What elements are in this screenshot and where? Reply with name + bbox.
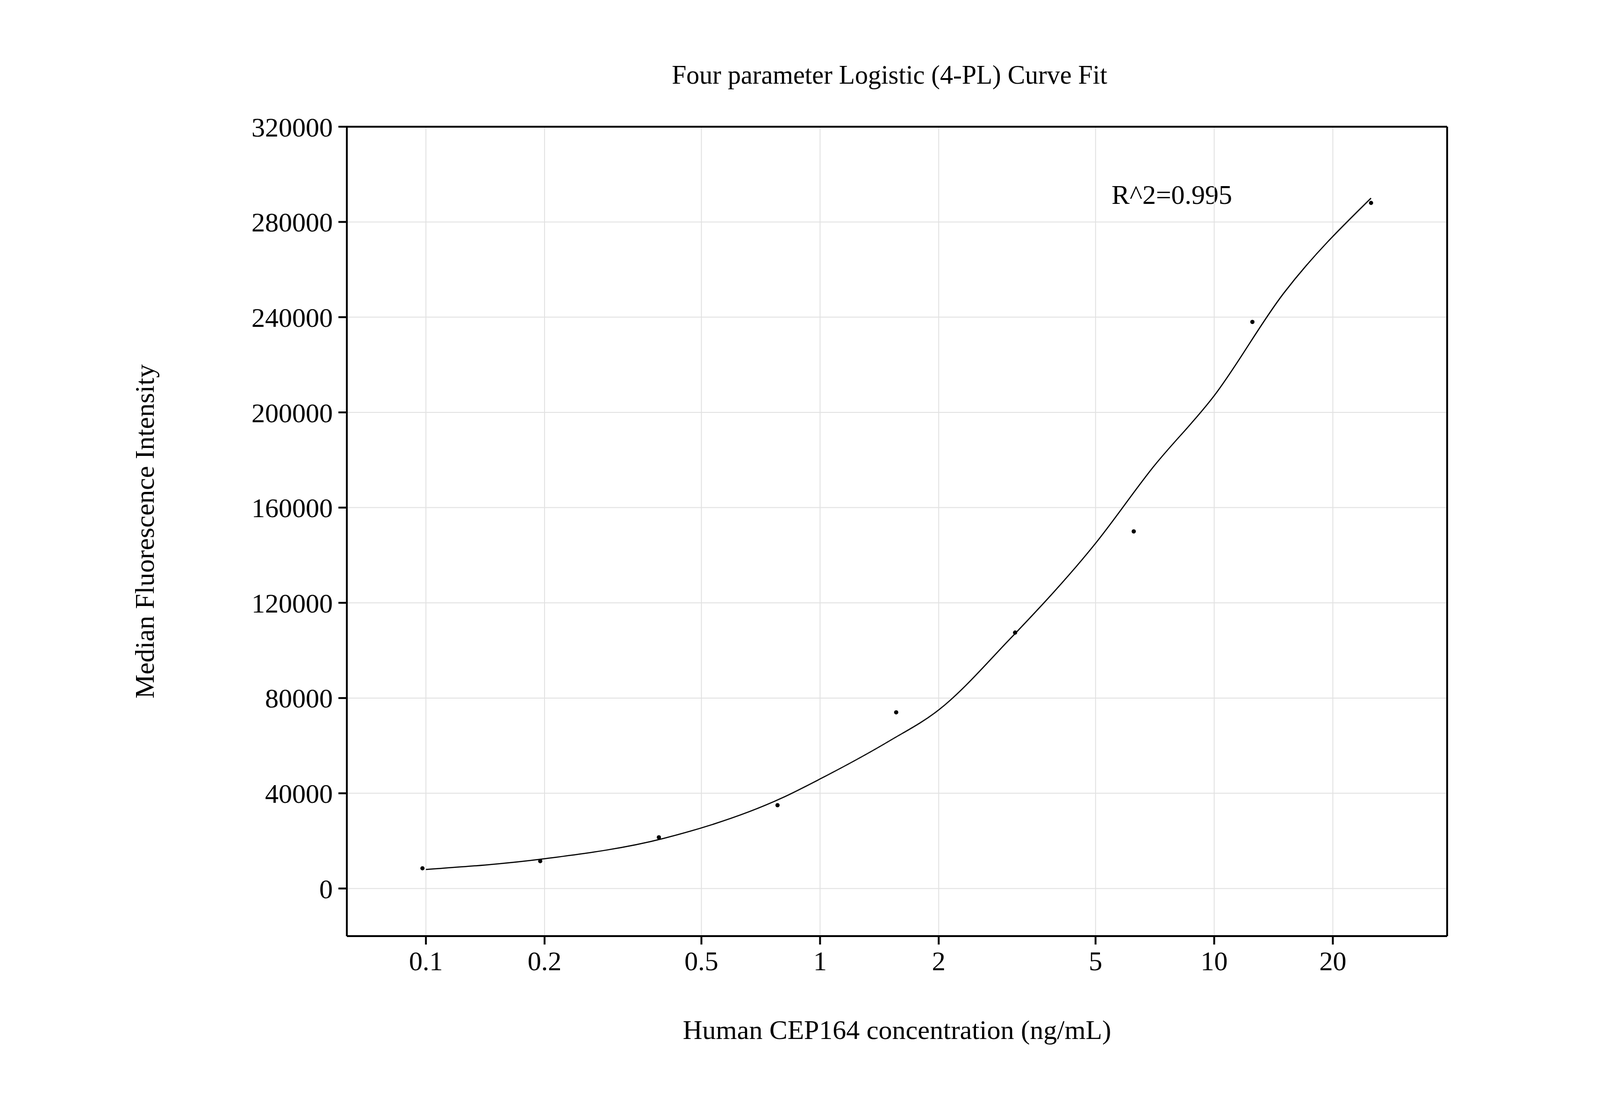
svg-text:5: 5 <box>1088 945 1103 976</box>
svg-text:0.1: 0.1 <box>408 945 444 976</box>
svg-text:160000: 160000 <box>251 492 333 524</box>
svg-text:120000: 120000 <box>251 588 333 619</box>
svg-text:0: 0 <box>319 873 333 905</box>
svg-text:2: 2 <box>932 945 946 976</box>
svg-text:1: 1 <box>813 945 827 976</box>
svg-text:40000: 40000 <box>265 778 333 809</box>
svg-text:10: 10 <box>1200 945 1228 976</box>
svg-text:280000: 280000 <box>251 207 333 238</box>
svg-text:200000: 200000 <box>251 397 333 429</box>
svg-text:0.5: 0.5 <box>684 945 719 976</box>
svg-text:Median Fluorescence Intensity: Median Fluorescence Intensity <box>129 364 160 699</box>
html-text:Four parameter Logistic (4-PL): Four parameter Logistic (4-PL) Curve Fit <box>671 60 1108 90</box>
svg-text:240000: 240000 <box>251 302 333 333</box>
svg-text:320000: 320000 <box>251 112 333 143</box>
svg-text:20: 20 <box>1319 945 1347 976</box>
svg-text:0.2: 0.2 <box>527 945 562 976</box>
svg-text:Human CEP164 concentration (ng: Human CEP164 concentration (ng/mL) <box>682 1014 1112 1045</box>
html-text:R^2=0.995: R^2=0.995 <box>1111 179 1233 210</box>
svg-text:80000: 80000 <box>265 682 333 714</box>
